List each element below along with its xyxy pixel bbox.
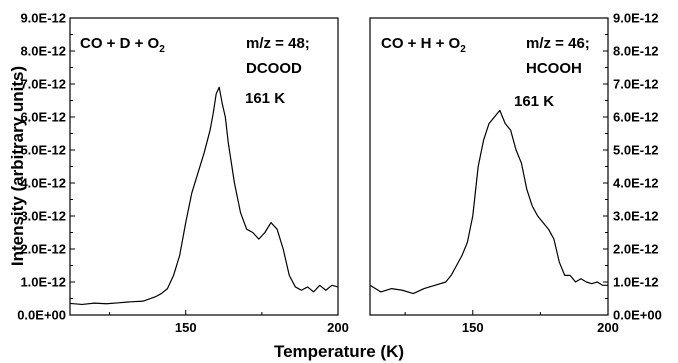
- left-mz-label: m/z = 48;: [246, 35, 310, 52]
- y-tick-label: 2.0E-12: [613, 242, 659, 257]
- series-line: [69, 86, 339, 306]
- y-tick-label: 3.0E-12: [20, 209, 66, 224]
- x-tick-label: 200: [327, 320, 349, 335]
- y-axis-title: Intensity (arbitrary units): [8, 66, 27, 266]
- x-tick-label: 200: [597, 320, 619, 335]
- series-line: [369, 109, 608, 295]
- left-reaction-subscript: 2: [159, 44, 165, 55]
- y-tick-label: 1.0E-12: [613, 275, 659, 290]
- y-tick-label: 5.0E-12: [20, 143, 66, 158]
- y-tick-label: 0.0E+00: [17, 308, 66, 323]
- right-reaction-subscript: 2: [460, 44, 466, 55]
- y-tick-label: 9.0E-12: [20, 11, 66, 26]
- right-peak-label: 161 K: [514, 93, 554, 110]
- y-tick-label: 6.0E-12: [20, 110, 66, 125]
- y-tick-label: 6.0E-12: [613, 110, 659, 125]
- left-reaction-label: CO + D + O2: [80, 35, 165, 55]
- left-peak-label: 161 K: [245, 90, 285, 107]
- y-tick-label: 1.0E-12: [20, 275, 66, 290]
- y-tick-label: 9.0E-12: [613, 11, 659, 26]
- y-tick-label: 8.0E-12: [613, 44, 659, 59]
- right-reaction-label: CO + H + O2: [381, 35, 466, 55]
- y-tick-label: 8.0E-12: [20, 44, 66, 59]
- left-species-label: DCOOD: [246, 60, 302, 77]
- x-tick-label: 150: [462, 320, 484, 335]
- y-tick-label: 7.0E-12: [613, 77, 659, 92]
- right-series-group: [369, 109, 608, 295]
- right-mz-label: m/z = 46;: [526, 35, 590, 52]
- y-tick-label: 0.0E+00: [613, 308, 662, 323]
- right-x-axis: 150 200: [404, 310, 619, 335]
- y-tick-label: 3.0E-12: [613, 209, 659, 224]
- y-tick-label: 7.0E-12: [20, 77, 66, 92]
- x-tick-label: 150: [175, 320, 197, 335]
- y-tick-label: 4.0E-12: [20, 176, 66, 191]
- right-y-axis: 0.0E+00 1.0E-12 2.0E-12 3.0E-12 4.0E-12 5.0E-…: [603, 11, 662, 323]
- left-series-group: [69, 86, 339, 306]
- x-axis-title: Temperature (K): [274, 342, 404, 361]
- y-tick-label: 4.0E-12: [613, 176, 659, 191]
- right-species-label: HCOOH: [526, 60, 582, 77]
- left-y-axis: 0.0E+00 1.0E-12 2.0E-12 3.0E-12 4.0E-12 5.0E-…: [17, 11, 75, 323]
- y-tick-label: 2.0E-12: [20, 242, 66, 257]
- left-x-axis: 150 200: [109, 310, 349, 335]
- y-tick-label: 5.0E-12: [613, 143, 659, 158]
